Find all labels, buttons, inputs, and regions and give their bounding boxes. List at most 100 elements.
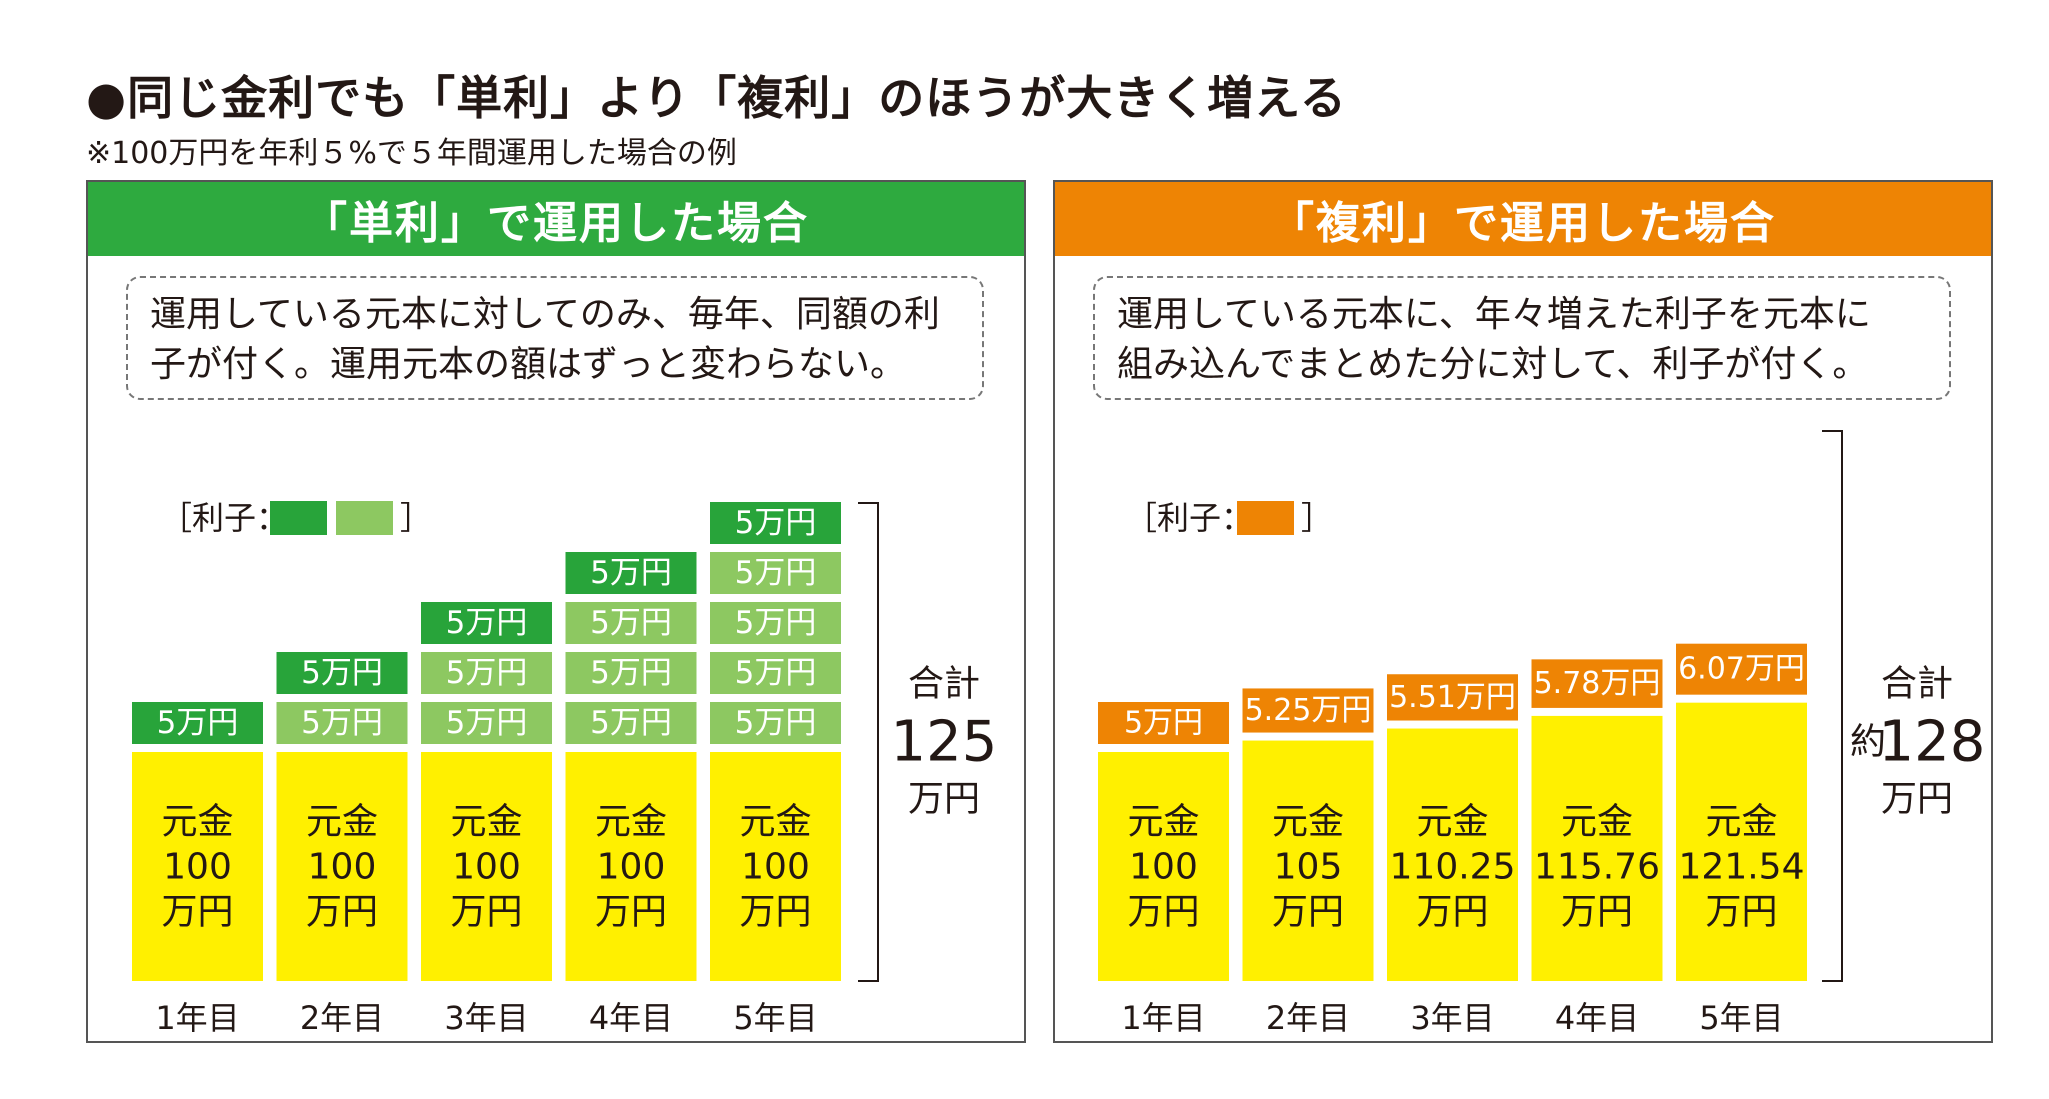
principal-unit: 万円: [450, 892, 522, 933]
interest-block: [421, 702, 552, 744]
principal-label: 元金: [306, 802, 378, 843]
interest-label: 5万円: [590, 655, 672, 691]
total-value: 128: [1879, 710, 1986, 775]
principal-value: 100: [308, 847, 377, 888]
interest-label: 5万円: [735, 605, 817, 641]
total-prefix: 約: [1850, 722, 1886, 763]
principal-label: 元金: [450, 802, 522, 843]
interest-block: [710, 552, 841, 594]
interest-label: 5万円: [446, 605, 528, 641]
interest-label: 5.25万円: [1245, 693, 1372, 728]
compound-description: 運用している元本に、年々増えた利子を元本に 組み込んでまとめた分に対して、利子が…: [1093, 276, 1951, 400]
interest-block: [565, 652, 697, 694]
total-unit: 万円: [1881, 779, 1953, 820]
legend-close: ］: [400, 499, 432, 537]
principal-unit: 万円: [1561, 892, 1633, 933]
principal-bar: [1676, 702, 1807, 981]
simple-interest-panel: 「単利」で運用した場合 運用している元本に対してのみ、毎年、同額の利 子が付く。…: [86, 180, 1026, 1043]
interest-block: [276, 652, 408, 694]
interest-block: [565, 702, 697, 744]
principal-value: 110.25: [1390, 847, 1516, 888]
principal-label: 元金: [1272, 802, 1344, 843]
principal-unit: 万円: [739, 892, 811, 933]
total-label: 合計: [908, 664, 980, 705]
principal-bar: [710, 752, 841, 981]
interest-block: [1098, 702, 1229, 744]
x-tick-label: 2年目: [300, 999, 384, 1037]
interest-block: [1242, 688, 1374, 733]
x-tick-label: 5年目: [733, 999, 817, 1037]
principal-bar: [1531, 715, 1663, 981]
principal-unit: 万円: [1416, 892, 1488, 933]
legend-swatch-light-green: [336, 501, 393, 535]
interest-label: 5万円: [446, 705, 528, 741]
x-tick-label: 3年目: [1410, 999, 1494, 1037]
simple-panel-header: 「単利」で運用した場合: [88, 182, 1024, 256]
interest-block: [565, 602, 697, 644]
legend-close: ］: [1301, 499, 1333, 537]
interest-label: 5万円: [735, 705, 817, 741]
x-tick-label: 4年目: [589, 999, 673, 1037]
total-bracket: [1822, 430, 1843, 982]
x-tick-label: 3年目: [444, 999, 528, 1037]
principal-bar: [276, 752, 408, 981]
interest-block: [710, 702, 841, 744]
principal-bar: [132, 752, 263, 981]
compound-panel-header: 「複利」で運用した場合: [1055, 182, 1991, 256]
legend-label: ［利子：: [160, 499, 288, 537]
x-tick-label: 2年目: [1266, 999, 1350, 1037]
interest-block: [1676, 643, 1807, 695]
x-tick-label: 5年目: [1699, 999, 1783, 1037]
interest-block: [710, 502, 841, 544]
principal-label: 元金: [1705, 802, 1777, 843]
interest-block: [710, 652, 841, 694]
x-tick-label: 4年目: [1555, 999, 1639, 1037]
principal-bar: [1098, 752, 1229, 981]
interest-label: 5万円: [301, 705, 383, 741]
total-label: 合計: [1881, 664, 1953, 705]
total-unit: 万円: [908, 779, 980, 820]
principal-value: 100: [1129, 847, 1198, 888]
interest-block: [421, 602, 552, 644]
principal-label: 元金: [161, 802, 233, 843]
interest-block: [276, 702, 408, 744]
principal-bar: [1387, 728, 1518, 981]
interest-label: 5.78万円: [1534, 666, 1661, 701]
legend-label: ［利子：: [1125, 499, 1253, 537]
principal-unit: 万円: [595, 892, 667, 933]
legend-swatch-dark-green: [270, 501, 327, 535]
principal-value: 100: [597, 847, 666, 888]
interest-label: 5万円: [735, 655, 817, 691]
interest-label: 5.51万円: [1389, 680, 1516, 715]
principal-bar: [565, 752, 697, 981]
principal-value: 121.54: [1679, 847, 1805, 888]
principal-value: 100: [741, 847, 810, 888]
legend-swatch-orange: [1237, 501, 1294, 535]
principal-bar: [1242, 740, 1374, 981]
principal-unit: 万円: [306, 892, 378, 933]
principal-label: 元金: [1127, 802, 1199, 843]
principal-value: 100: [163, 847, 232, 888]
chart-subtitle: ※100万円を年利５%で５年間運用した場合の例: [86, 136, 737, 171]
interest-block: [565, 552, 697, 594]
interest-block: [710, 602, 841, 644]
principal-label: 元金: [1416, 802, 1488, 843]
interest-label: 5万円: [1124, 706, 1203, 741]
principal-unit: 万円: [1127, 892, 1199, 933]
principal-unit: 万円: [1705, 892, 1777, 933]
principal-value: 100: [452, 847, 521, 888]
principal-value: 115.76: [1534, 847, 1660, 888]
interest-label: 5万円: [735, 505, 817, 541]
interest-block: [132, 702, 263, 744]
interest-label: 5万円: [446, 655, 528, 691]
principal-unit: 万円: [161, 892, 233, 933]
interest-label: 5万円: [590, 705, 672, 741]
simple-description: 運用している元本に対してのみ、毎年、同額の利 子が付く。運用元本の額はずっと変わ…: [126, 276, 984, 400]
principal-label: 元金: [595, 802, 667, 843]
x-tick-label: 1年目: [155, 999, 239, 1037]
interest-label: 5万円: [301, 655, 383, 691]
principal-label: 元金: [1561, 802, 1633, 843]
principal-unit: 万円: [1272, 892, 1344, 933]
interest-label: 5万円: [590, 555, 672, 591]
